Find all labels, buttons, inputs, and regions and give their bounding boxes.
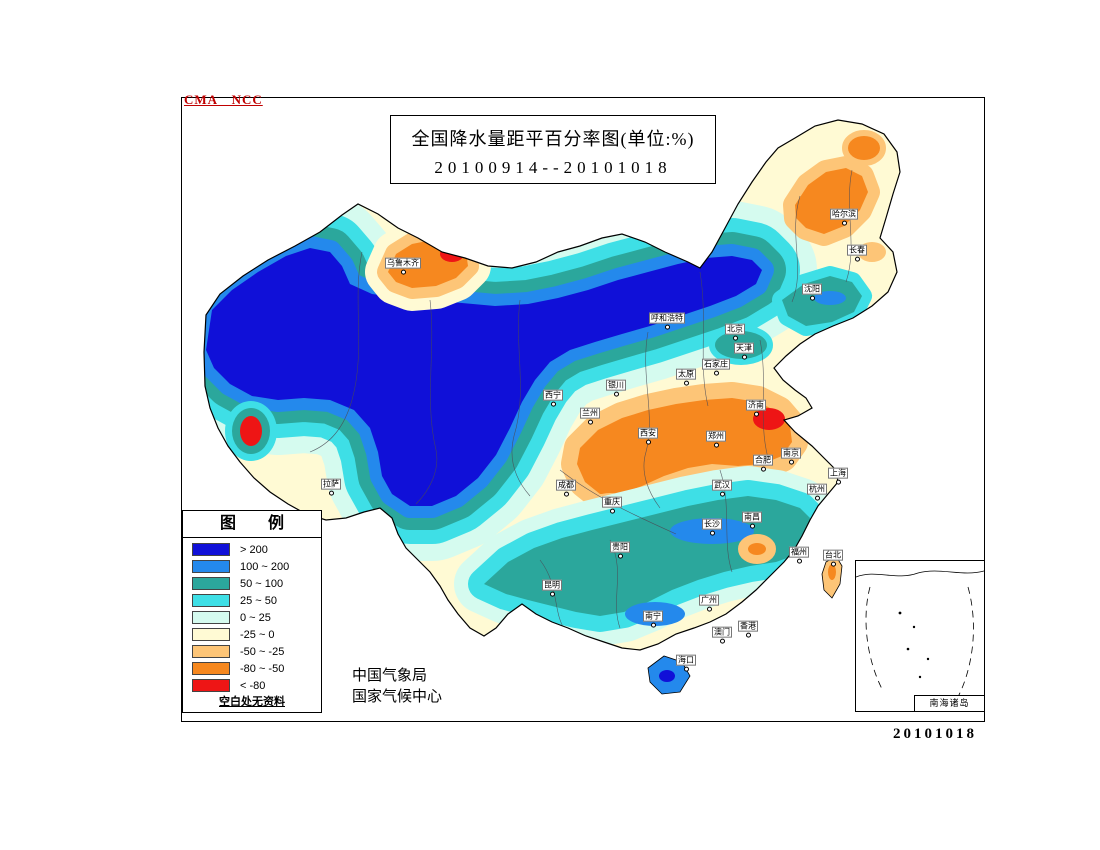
legend-row: -50 ~ -25 (183, 643, 321, 660)
credits-center: 国家气候中心 (352, 689, 443, 705)
china-outline (203, 119, 901, 651)
legend-swatch (192, 662, 230, 675)
legend-swatch (192, 679, 230, 692)
credits-agency: 中国气象局 (352, 668, 428, 684)
inset-label: 南海诸岛 (914, 695, 984, 711)
legend-swatch (192, 594, 230, 607)
legend-label: 50 ~ 100 (240, 577, 284, 590)
agency-watermark: CMA NCC (184, 92, 263, 107)
west-xinjiang-deficit-spot (225, 401, 277, 461)
legend-label: -80 ~ -50 (240, 662, 285, 675)
legend-swatch (192, 628, 230, 641)
legend-swatch (192, 543, 230, 556)
title-box: 全国降水量距平百分率图(单位:%) 20100914--20101018 (390, 115, 716, 184)
legend-row: > 200 (183, 541, 321, 558)
beijing-surplus-patch (709, 325, 773, 365)
south-china-sea-inset: 南海诸岛 (855, 560, 985, 712)
legend-row: 50 ~ 100 (183, 575, 321, 592)
legend-no-data-note: 空白处无资料 (219, 696, 285, 708)
legend-row: 0 ~ 25 (183, 609, 321, 626)
taiwan-island (821, 555, 843, 599)
urumqi-deficit-region (365, 217, 491, 311)
hainan-island (647, 655, 691, 695)
liaoning-surplus-region (772, 266, 872, 336)
legend-swatch (192, 577, 230, 590)
legend-label: < -80 (240, 679, 266, 692)
legend-row: -25 ~ 0 (183, 626, 321, 643)
issue-date: 20101018 (893, 726, 977, 742)
legend-box: 图 例 > 200 100 ~ 200 50 ~ 100 25 ~ 50 0 ~ 25 -… (182, 510, 322, 713)
legend-title: 图 例 (183, 511, 321, 538)
legend-label: 25 ~ 50 (240, 594, 278, 607)
legend-row: < -80 (183, 677, 321, 694)
legend-row: 25 ~ 50 (183, 592, 321, 609)
legend-label: 0 ~ 25 (240, 611, 271, 624)
legend-label: 100 ~ 200 (240, 560, 290, 573)
inset-map-graphic (855, 570, 985, 698)
credits: 中国气象局 国家气候中心 (352, 666, 442, 708)
map-title: 全国降水量距平百分率图(单位:%) (411, 129, 695, 149)
legend-row: 100 ~ 200 (183, 558, 321, 575)
legend-swatch (192, 645, 230, 658)
legend-label: > 200 (240, 543, 268, 556)
legend-label: -50 ~ -25 (240, 645, 285, 658)
legend-row: -80 ~ -50 (183, 660, 321, 677)
legend-swatch (192, 611, 230, 624)
northwest-positive-anomaly-region (204, 193, 817, 561)
legend-label: -25 ~ 0 (240, 628, 275, 641)
legend-swatch (192, 560, 230, 573)
legend-items: > 200 100 ~ 200 50 ~ 100 25 ~ 50 0 ~ 25 -25 ~… (183, 538, 321, 694)
map-date-range: 20100914--20101018 (434, 158, 672, 177)
